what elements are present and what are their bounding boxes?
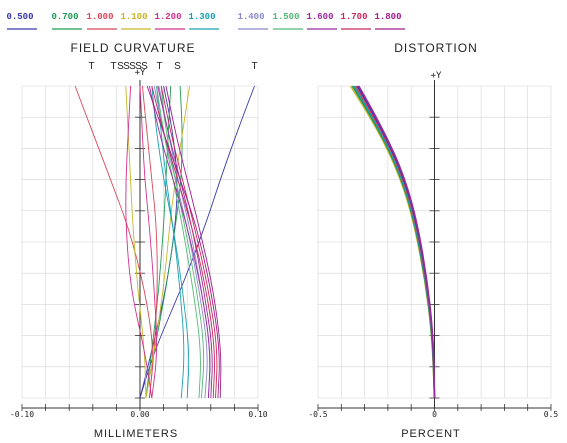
field-curvature-series (74, 85, 255, 399)
field-curvature-series-17-S (157, 85, 213, 399)
field-curvature-series-6-T (145, 85, 191, 399)
legend: 0.500 0.700 1.000 1.100 1.200 1.300 1.400 1.500… (6, 12, 405, 30)
distortion-series (349, 85, 436, 399)
field-curvature-x-tick-label-1: 0.00 (130, 410, 149, 419)
field-curvature-series-16-T (148, 85, 211, 399)
field-curvature-series-19-S (160, 85, 218, 399)
distortion-x-tick-label-1: 0 (432, 410, 437, 419)
field-curvature-y-axis-label: +Y (135, 68, 146, 78)
field-curvature-series-7-S (125, 85, 147, 399)
field-curvature-x-tick-label-2: 0.10 (248, 410, 267, 419)
distortion-chart: DISTORTION +Y -0.5 0 0.5 PERCENT (308, 41, 558, 440)
legend-label-1.500: 1.500 (272, 12, 299, 22)
field-curvature-mark-0: T (88, 61, 95, 72)
field-curvature-series-12-T (153, 85, 208, 399)
legend-label-0.500: 0.500 (6, 12, 33, 22)
field-curvature-series-3-S (145, 85, 172, 399)
distortion-x-axis-label: PERCENT (401, 428, 461, 440)
legend-label-1.600: 1.600 (306, 12, 333, 22)
field-curvature-series-11-S (151, 85, 190, 399)
legend-label-1.100: 1.100 (120, 12, 147, 22)
field-curvature-series-20-T (146, 85, 220, 399)
field-curvature-mark-1: T (110, 61, 117, 72)
field-curvature-x-axis-label: MILLIMETERS (94, 428, 178, 440)
field-curvature-mark-2: S (117, 61, 125, 72)
field-curvature-grid (21, 80, 259, 411)
legend-label-1.800: 1.800 (374, 12, 401, 22)
distortion-series-5 (358, 85, 436, 399)
field-curvature-mark-8: S (174, 61, 182, 72)
distortion-x-ticks: -0.5 0 0.5 (308, 410, 558, 419)
field-curvature-mark-5: S (135, 61, 143, 72)
distortion-x-tick-label-0: -0.5 (308, 410, 327, 419)
field-curvature-series-9-S (139, 85, 158, 399)
field-curvature-mark-7: T (156, 61, 163, 72)
legend-label-1.000: 1.000 (86, 12, 113, 22)
legend-label-0.700: 0.700 (51, 12, 78, 22)
field-curvature-series-8-T (125, 85, 153, 399)
legend-label-1.300: 1.300 (188, 12, 215, 22)
field-curvature-x-ticks: -0.10 0.00 0.10 (10, 410, 268, 419)
legend-label-1.400: 1.400 (237, 12, 264, 22)
field-curvature-mark-6: S (141, 61, 149, 72)
field-curvature-series-18-T (151, 85, 215, 399)
field-curvature-x-tick-label-0: -0.10 (10, 410, 34, 419)
distortion-x-tick-label-2: 0.5 (544, 410, 559, 419)
field-curvature-mark-9: T (251, 61, 258, 72)
field-curvature-mark-4: S (129, 61, 137, 72)
field-curvature-series-10-T (156, 85, 185, 399)
distortion-y-axis-label: +Y (431, 71, 442, 81)
field-curvature-series-14-T (156, 85, 201, 399)
legend-label-1.700: 1.700 (340, 12, 367, 22)
field-curvature-series-21-S (165, 85, 222, 399)
field-curvature-title: FIELD CURVATURE (70, 41, 195, 55)
legend-label-1.200: 1.200 (154, 12, 181, 22)
field-curvature-series-5-S (141, 85, 158, 399)
distortion-title: DISTORTION (394, 41, 478, 55)
field-curvature-mark-3: S (123, 61, 131, 72)
